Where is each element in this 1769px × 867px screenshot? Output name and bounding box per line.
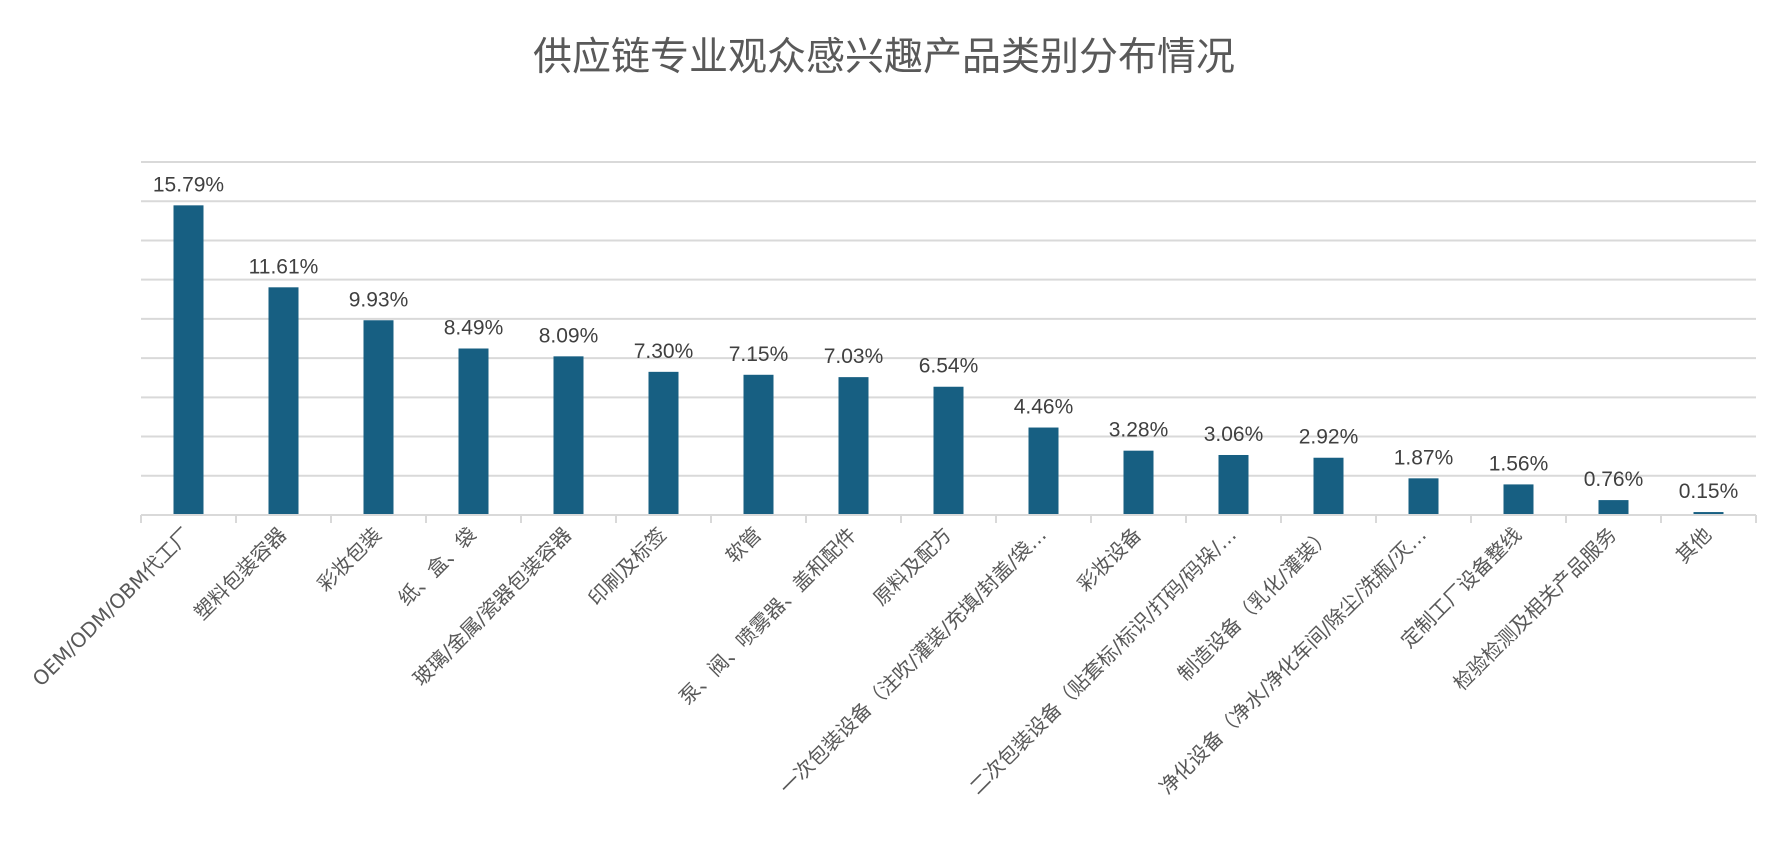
bar	[1123, 450, 1154, 515]
bar	[1503, 484, 1534, 515]
data-label: 3.06%	[1204, 423, 1264, 446]
data-label: 7.15%	[729, 343, 789, 366]
bar	[553, 356, 584, 515]
x-tick-label: 玻璃/金属/瓷器包装容器	[408, 523, 576, 691]
data-label: 3.28%	[1109, 419, 1169, 442]
bar	[1598, 500, 1629, 515]
bar	[933, 386, 964, 515]
data-label: 1.56%	[1489, 452, 1549, 475]
data-label: 8.49%	[444, 317, 504, 340]
x-tick-label: 纸、盒、袋	[393, 523, 481, 611]
x-tick-label: 检验检测及相关产品服务	[1449, 523, 1622, 696]
x-tick-label: 印刷及标签	[583, 523, 671, 611]
data-label: 9.93%	[349, 288, 409, 311]
x-tick-label: 泵、阀、喷雾器、盖和配件	[674, 523, 861, 710]
data-label: 1.87%	[1394, 446, 1454, 469]
bars: 15.79% 11.61% 9.93% 8.49% 8.09% 7.30% 7.15% 7.0…	[153, 173, 1738, 515]
x-tick-label: 制造设备（乳化/灌装）	[1173, 523, 1336, 686]
bar	[363, 320, 394, 515]
data-label: 0.15%	[1679, 480, 1739, 503]
data-label: 7.30%	[634, 340, 694, 363]
data-label: 7.03%	[824, 345, 884, 368]
chart-title: 供应链专业观众感兴趣产品类别分布情况	[533, 35, 1235, 80]
bar	[1218, 454, 1249, 515]
bar	[1408, 478, 1439, 515]
bar	[838, 377, 869, 515]
x-tick-label: 原料及配方	[868, 523, 956, 611]
bar	[458, 348, 489, 515]
data-label: 2.92%	[1299, 426, 1359, 449]
x-tick-label: 其他	[1671, 523, 1716, 568]
gridlines	[141, 161, 1756, 477]
bar	[1028, 427, 1059, 515]
x-tick-label: 彩妆设备	[1072, 523, 1146, 597]
bar	[268, 287, 299, 515]
data-label: 8.09%	[539, 324, 599, 347]
data-label: 11.61%	[249, 255, 319, 278]
bar	[1693, 512, 1724, 515]
data-label: 15.79%	[153, 173, 224, 196]
data-label: 4.46%	[1014, 396, 1074, 419]
data-label: 6.54%	[919, 355, 979, 378]
x-tick-label: 塑料包装容器	[189, 523, 291, 625]
x-tick-label: 软管	[721, 523, 766, 568]
x-tick-label: OEM/ODM/OBM代工厂	[28, 523, 196, 691]
bar	[1313, 457, 1344, 515]
bar	[743, 374, 774, 515]
x-tick-label: 彩妆包装	[312, 523, 386, 597]
data-label: 0.76%	[1584, 468, 1644, 491]
bar	[648, 371, 679, 515]
bar	[173, 205, 204, 515]
